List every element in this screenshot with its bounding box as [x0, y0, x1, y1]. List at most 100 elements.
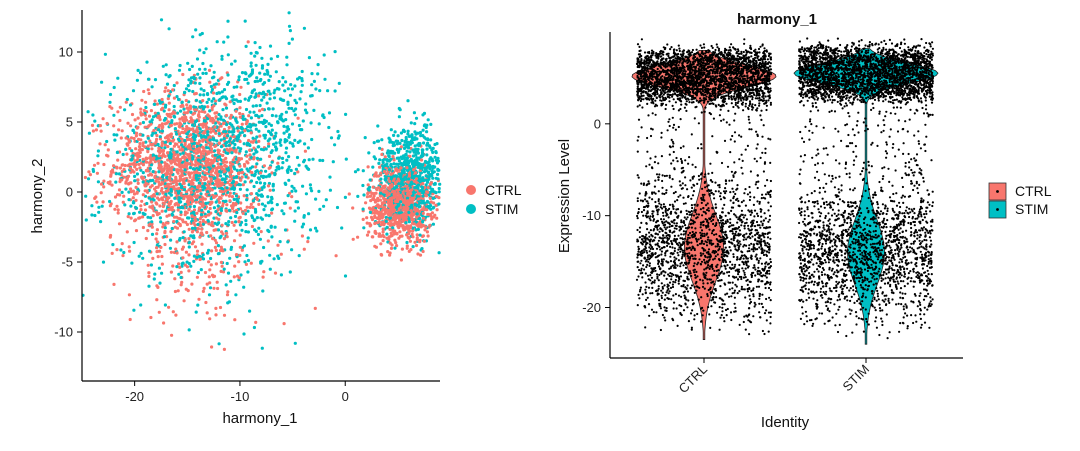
stim-cell-point: [232, 146, 236, 150]
ctrl-cell-point: [409, 209, 413, 213]
ctrl-cell-point: [430, 211, 434, 215]
ctrl-cell-point: [220, 264, 224, 268]
stim-cell-point: [254, 170, 258, 174]
ctrl-cell-point: [124, 181, 128, 185]
stim-cell-point: [202, 51, 206, 55]
umap-legend-stim-label: STIM: [485, 201, 518, 217]
ctrl-cell-point: [366, 183, 370, 187]
ctrl-cell-point: [188, 157, 192, 161]
ctrl-cell-point: [394, 199, 398, 203]
stim-cell-point: [267, 78, 271, 82]
ctrl-cell-point: [230, 220, 234, 225]
stim-cell-point: [287, 11, 291, 15]
stim-cell-point: [201, 257, 206, 261]
ctrl-cell-point: [249, 140, 253, 144]
ctrl-cell-point: [131, 196, 135, 200]
stim-cell-point: [302, 26, 306, 30]
stim-cell-point: [405, 156, 409, 160]
stim-cell-point: [146, 136, 150, 140]
ctrl-cell-point: [230, 195, 234, 199]
stim-cell-point: [427, 206, 431, 210]
stim-cell-point: [308, 228, 313, 232]
stim-cell-point: [113, 138, 117, 142]
stim-cell-point: [413, 136, 417, 140]
ctrl-cell-point: [303, 149, 307, 153]
stim-cell-point: [226, 53, 230, 57]
stim-cell-point: [191, 123, 195, 127]
stim-cell-point: [224, 106, 229, 110]
stim-cell-point: [402, 171, 406, 175]
ctrl-cell-point: [228, 179, 232, 183]
ctrl-cell-point: [101, 200, 105, 204]
stim-cell-point: [99, 220, 103, 224]
ctrl-cell-point: [219, 124, 223, 128]
stim-cell-point: [193, 185, 197, 189]
stim-cell-point: [340, 226, 344, 230]
ctrl-cell-point: [153, 187, 157, 191]
stim-cell-point: [195, 57, 200, 61]
stim-cell-point: [123, 203, 127, 207]
stim-cell-point: [293, 171, 297, 176]
stim-cell-point: [362, 193, 366, 197]
stim-cell-point: [367, 151, 371, 155]
stim-cell-point: [356, 168, 360, 172]
ctrl-cell-point: [237, 220, 241, 224]
stim-cell-point: [429, 138, 433, 142]
stim-cell-point: [218, 155, 222, 159]
stim-cell-point: [385, 225, 389, 229]
stim-cell-point: [285, 158, 289, 162]
violin-jitter-point: [647, 70, 650, 73]
ctrl-cell-point: [378, 188, 382, 192]
stim-cell-point: [175, 150, 179, 154]
stim-cell-point: [183, 91, 187, 95]
ctrl-cell-point: [425, 190, 429, 194]
stim-cell-point: [162, 109, 166, 113]
stim-cell-point: [199, 213, 204, 217]
ctrl-cell-point: [206, 113, 210, 117]
ctrl-cell-point: [237, 156, 241, 161]
ctrl-cell-point: [165, 214, 169, 218]
stim-cell-point: [285, 125, 289, 129]
ctrl-cell-point: [249, 192, 254, 196]
ctrl-cell-point: [395, 244, 399, 248]
ctrl-cell-point: [177, 145, 181, 149]
ctrl-cell-point: [194, 200, 198, 204]
stim-cell-point: [409, 139, 413, 143]
ctrl-cell-point: [243, 208, 248, 212]
stim-cell-point: [405, 240, 409, 245]
ctrl-cell-point: [273, 271, 278, 275]
ctrl-cell-point: [101, 117, 105, 121]
stim-cell-point: [133, 174, 137, 178]
stim-cell-point: [258, 45, 262, 50]
ctrl-cell-point: [95, 200, 99, 204]
ctrl-cell-point: [219, 269, 223, 273]
stim-cell-point: [167, 94, 171, 98]
stim-cell-point: [436, 159, 441, 163]
ctrl-cell-point: [190, 282, 194, 286]
ctrl-cell-point: [161, 148, 165, 152]
stim-cell-point: [373, 157, 377, 161]
stim-cell-point: [149, 263, 153, 267]
stim-cell-point: [437, 202, 441, 206]
ctrl-cell-point: [160, 254, 164, 259]
ctrl-cell-point: [189, 182, 193, 186]
stim-cell-point: [225, 186, 229, 190]
ctrl-cell-point: [164, 86, 168, 90]
ctrl-cell-point: [165, 162, 169, 166]
ctrl-cell-point: [403, 201, 407, 205]
ctrl-cell-point: [208, 281, 212, 285]
stim-cell-point: [151, 115, 156, 119]
stim-cell-point: [275, 203, 279, 207]
stim-cell-point: [282, 131, 286, 135]
stim-cell-point: [131, 201, 135, 205]
ctrl-cell-point: [204, 164, 208, 168]
stim-cell-point: [361, 169, 365, 173]
stim-cell-point: [139, 251, 143, 255]
stim-cell-point: [281, 161, 285, 165]
ctrl-cell-point: [233, 318, 237, 322]
ctrl-cell-point: [117, 188, 122, 192]
stim-cell-point: [236, 199, 240, 204]
ctrl-cell-point: [173, 289, 177, 294]
ctrl-cell-point: [192, 144, 196, 149]
ctrl-cell-point: [379, 223, 383, 227]
